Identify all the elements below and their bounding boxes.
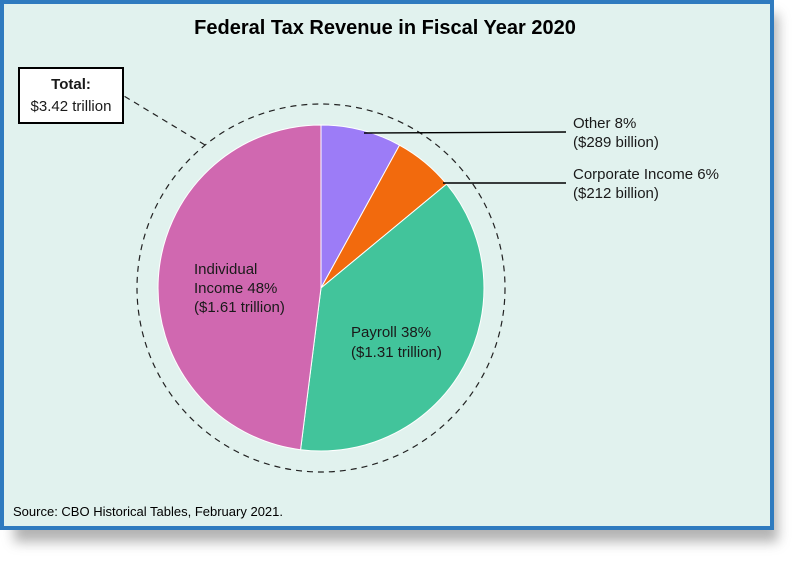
- other-label-line1: Other 8%: [573, 115, 636, 132]
- total-value: $3.42 trillion: [31, 98, 112, 115]
- corporate-label-line1: Corporate Income 6%: [573, 166, 719, 183]
- payroll-label-line1: Payroll 38%: [351, 324, 431, 341]
- chart-title: Federal Tax Revenue in Fiscal Year 2020: [194, 17, 576, 39]
- individual-label-line3: ($1.61 trillion): [194, 299, 285, 316]
- individual-label-line1: Individual: [194, 261, 257, 278]
- total-ring: [136, 103, 506, 473]
- total-label: Total:: [51, 76, 91, 93]
- slice-payroll: [300, 183, 485, 452]
- source-note: Source: CBO Historical Tables, February …: [13, 504, 283, 519]
- other-label-line2: ($289 billion): [573, 134, 659, 151]
- payroll-label-line2: ($1.31 trillion): [351, 344, 442, 361]
- corporate-label-line2: ($212 billion): [573, 185, 659, 202]
- total-connector: [123, 95, 206, 146]
- individual-label-line2: Income 48%: [194, 280, 277, 297]
- other-leader-line: [363, 131, 567, 134]
- total-box: [18, 67, 124, 124]
- slice-individual-income: [157, 124, 322, 451]
